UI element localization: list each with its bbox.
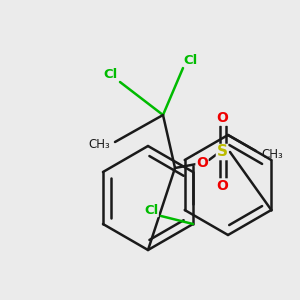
- Text: Cl: Cl: [103, 68, 117, 80]
- Text: Cl: Cl: [144, 203, 158, 217]
- Text: O: O: [196, 156, 208, 170]
- Text: CH₃: CH₃: [261, 148, 283, 161]
- Text: Cl: Cl: [184, 53, 198, 67]
- Text: O: O: [216, 111, 228, 125]
- Text: CH₃: CH₃: [88, 137, 110, 151]
- Text: O: O: [216, 179, 228, 193]
- Text: S: S: [217, 145, 227, 160]
